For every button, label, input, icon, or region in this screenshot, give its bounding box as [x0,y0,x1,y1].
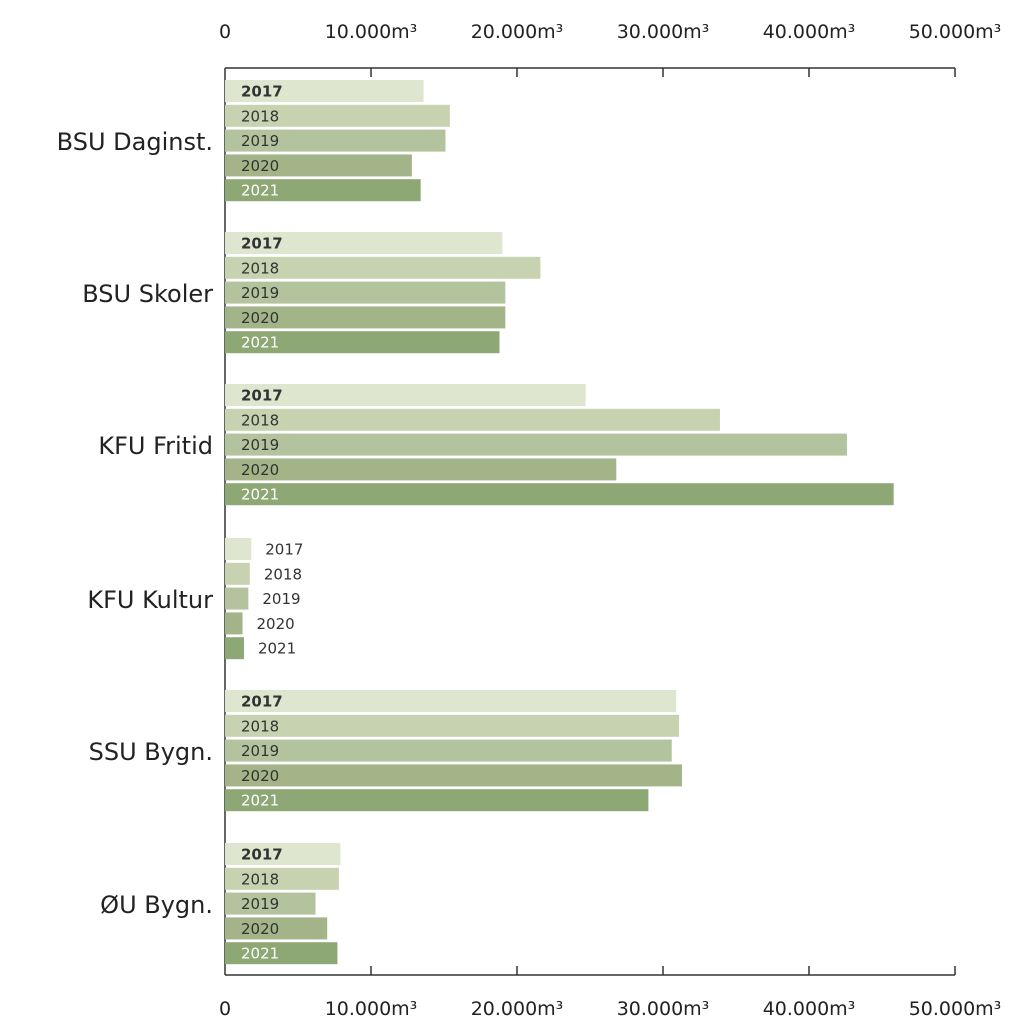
bottom-tick-label: 50.000m³ [909,998,1002,1020]
bar-year-label: 2020 [241,309,279,327]
bar [225,892,316,915]
top-tick-label: 50.000m³ [909,21,1002,43]
bottom-tick-label: 20.000m³ [471,998,564,1020]
bar-year-label: 2017 [241,387,283,405]
category-label: SSU Bygn. [89,738,213,766]
bar-year-label: 2018 [241,870,279,888]
bar [225,917,328,940]
bar-year-label: 2017 [241,846,283,864]
category-label: KFU Kultur [87,586,213,614]
bottom-tick-label: 40.000m³ [763,998,856,1020]
bar [225,789,649,812]
bar-year-label: 2019 [241,132,279,150]
bar-year-label: 2020 [241,920,279,938]
bar [225,458,617,481]
bar-year-label: 2021 [241,486,279,504]
bar [225,154,412,177]
bar [225,129,446,152]
bar [225,483,894,506]
category-label: ØU Bygn. [100,891,213,919]
bottom-tick-label: 30.000m³ [617,998,710,1020]
bar [225,764,682,787]
bar-year-label: 2018 [264,565,302,583]
bar [225,637,244,660]
bar-year-label: 2021 [241,182,279,200]
bar-year-label: 2017 [241,693,283,711]
bar [225,714,680,737]
bar [225,942,338,965]
top-tick-label: 10.000m³ [325,21,418,43]
bar-year-label: 2020 [241,767,279,785]
bar-year-label: 2017 [265,541,303,559]
bar [225,562,250,585]
top-tick-label: 0 [219,21,231,43]
bar [225,408,720,431]
bar [225,281,506,304]
category-label: KFU Fritid [98,432,213,460]
bar [225,843,341,865]
category-label: BSU Skoler [82,280,213,308]
bar-year-label: 2019 [262,590,300,608]
bar-year-label: 2018 [241,107,279,125]
bar-year-label: 2017 [241,235,283,253]
bar [225,587,249,610]
bar [225,384,586,406]
bar [225,867,339,890]
bar [225,232,503,254]
bar-year-label: 2018 [241,411,279,429]
bar [225,690,677,712]
bar [225,538,252,560]
bar [225,80,424,102]
bar-year-label: 2021 [258,640,296,658]
bar [225,433,847,456]
bottom-tick-label: 10.000m³ [325,998,418,1020]
bar-year-label: 2019 [241,895,279,913]
bar-year-label: 2019 [241,742,279,760]
bar-year-label: 2020 [241,461,279,479]
bar-year-label: 2020 [241,157,279,175]
bottom-tick-label: 0 [219,998,231,1020]
bar-year-label: 2021 [241,792,279,810]
bar-year-label: 2017 [241,83,283,101]
bar [225,256,541,279]
bar [225,179,421,202]
bar-year-label: 2018 [241,717,279,735]
top-tick-label: 30.000m³ [617,21,710,43]
bar-year-label: 2018 [241,259,279,277]
bar-year-label: 2021 [241,945,279,963]
bar-year-label: 2020 [257,615,295,633]
top-tick-label: 40.000m³ [763,21,856,43]
bar-year-label: 2019 [241,284,279,302]
bar [225,306,506,329]
bar [225,612,243,635]
bar [225,739,672,762]
category-label: BSU Daginst. [57,128,213,156]
bar-year-label: 2021 [241,334,279,352]
bar-year-label: 2019 [241,436,279,454]
bar [225,331,500,354]
top-tick-label: 20.000m³ [471,21,564,43]
bar [225,104,450,127]
